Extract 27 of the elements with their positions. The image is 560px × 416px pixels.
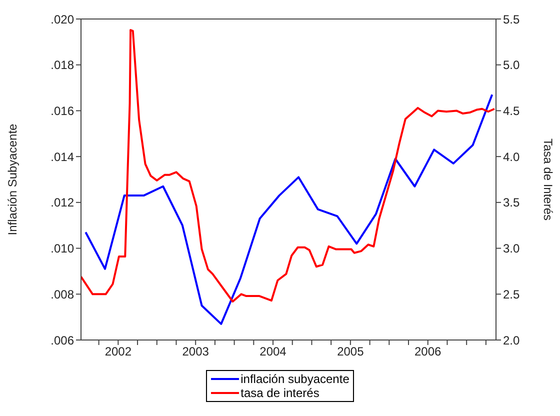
legend-label: tasa de interés	[240, 386, 320, 400]
y-tick-label: .014	[50, 150, 74, 164]
y-tick-label: .016	[50, 104, 74, 118]
y2-axis-title: Tasa de Interés	[540, 138, 555, 221]
line-series	[84, 94, 494, 325]
y-tick-label: .018	[50, 58, 74, 72]
y2-tick-label: 5.5	[503, 12, 520, 26]
y2-tick-label: 4.0	[503, 150, 520, 164]
y2-tick-label: 4.5	[503, 104, 520, 118]
x-tick-label: 2006	[414, 344, 442, 359]
y-tick-label: .010	[50, 242, 74, 256]
y-axis-title: Inflación Subyacente	[5, 123, 20, 236]
x-tick-label: 2005	[337, 344, 364, 359]
y2-tick-label: 2.0	[503, 333, 520, 348]
y2-tick-label: 3.5	[503, 196, 520, 210]
y2-tick-label: 2.5	[503, 287, 520, 302]
y-tick-label: .020	[50, 12, 74, 26]
x-tick-label: 2004	[260, 344, 287, 359]
y-tick-label: .012	[50, 196, 74, 210]
y2-tick-label: 3.0	[503, 242, 520, 256]
y-tick-label: .006	[50, 333, 74, 348]
x-tick-label: 2003	[182, 344, 210, 359]
line-series	[81, 29, 496, 302]
y2-tick-label: 5.0	[503, 58, 520, 72]
x-tick-label: 2002	[104, 344, 132, 359]
legend-label: inflación subyacente	[240, 372, 350, 386]
y-tick-label: .008	[50, 287, 74, 302]
